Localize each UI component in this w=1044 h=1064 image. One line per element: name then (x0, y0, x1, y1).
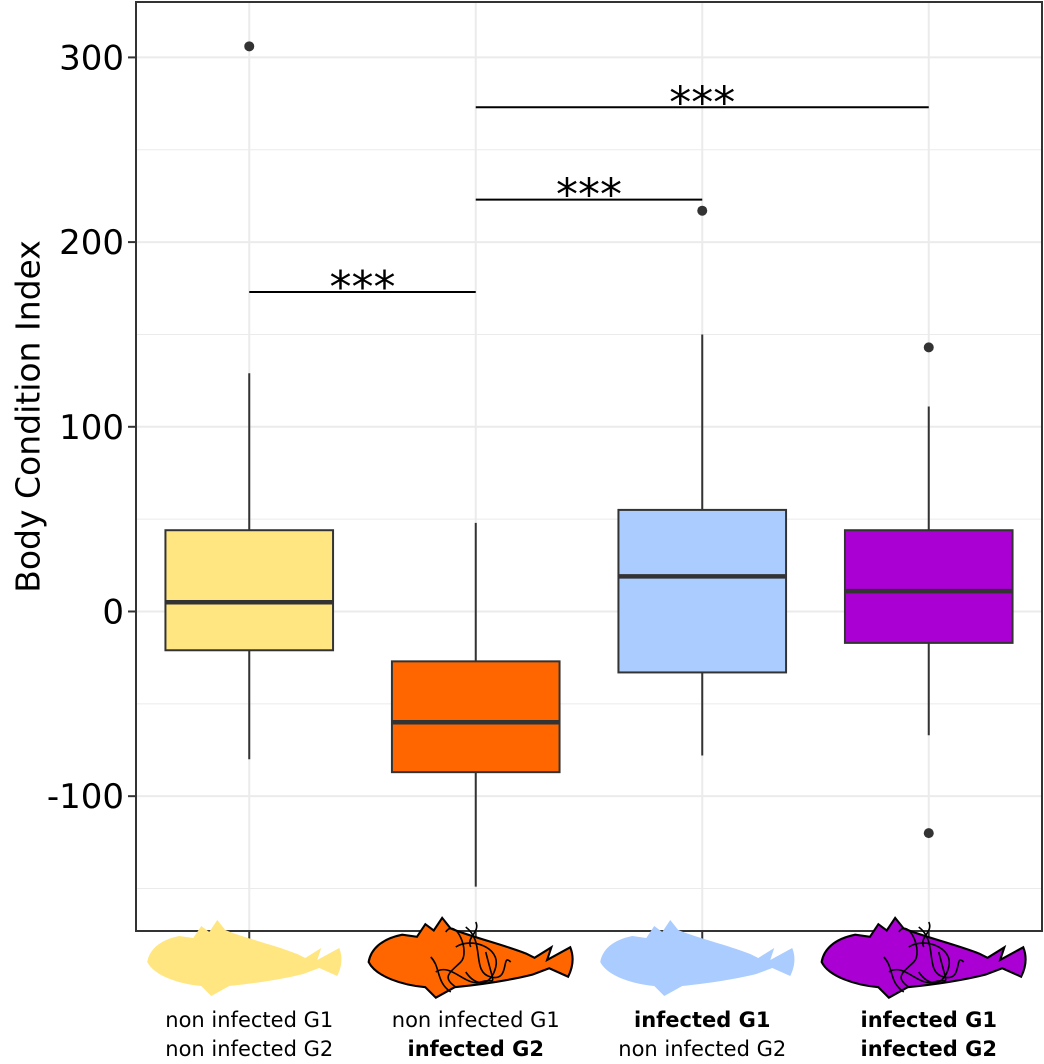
x-axis-ticks (248, 931, 930, 939)
parasite-worm-icon (908, 942, 950, 984)
x-category-label: non infected G1 infected G2 (361, 1006, 591, 1064)
y-axis: -100 0 100 200 300 (47, 38, 136, 817)
outlier-point (244, 41, 255, 52)
x-category-label-line1: non infected G1 (391, 1008, 560, 1032)
fish-body-icon (600, 920, 795, 996)
parasite-worm-icon (883, 956, 905, 993)
fish-body-icon (147, 920, 342, 996)
x-category-label-line2: infected G2 (860, 1037, 997, 1061)
y-tick-label: 100 (59, 408, 124, 448)
parasite-worm-icon (430, 956, 452, 993)
x-category-label-line2: non infected G2 (165, 1037, 334, 1061)
parasite-worm-icon (898, 927, 918, 988)
parasite-worm-icon (455, 942, 497, 984)
x-category-label-line1: infected G1 (634, 1008, 771, 1032)
x-category-label-line1: infected G1 (860, 1008, 997, 1032)
box-4 (843, 342, 1014, 839)
fish-body-icon (367, 916, 574, 1000)
boxes (164, 41, 1014, 887)
y-tick-label: 300 (59, 38, 124, 78)
outlier-point (923, 342, 934, 353)
grid-lines (136, 2, 1042, 931)
box-2 (390, 522, 561, 887)
plot-panel-border (135, 1, 1043, 932)
x-category-label-line2: non infected G2 (618, 1037, 787, 1061)
fish-3-icon (600, 920, 795, 996)
significance-label: *** (556, 170, 622, 221)
significance-label: *** (669, 77, 735, 128)
outlier-point (923, 828, 934, 839)
parasite-worm-icon (921, 921, 931, 948)
significance-label: *** (330, 262, 396, 313)
fish-body-icon (820, 916, 1027, 1000)
significance-brackets: *** *** *** (249, 77, 929, 313)
parasite-worm-icon (468, 921, 478, 948)
outlier-point (697, 205, 708, 216)
box-iqr (390, 660, 561, 774)
x-category-label-line1: non infected G1 (165, 1008, 334, 1032)
y-tick-label: 0 (102, 592, 124, 632)
fish-2-icon (367, 916, 574, 1000)
x-category-label: non infected G1 non infected G2 (134, 1006, 364, 1064)
fish-4-icon (820, 916, 1027, 1000)
y-tick-label: -100 (47, 777, 124, 817)
x-category-label: infected G1 non infected G2 (587, 1006, 817, 1064)
box-1 (164, 41, 335, 760)
y-axis-title: Body Condition Index (9, 240, 48, 593)
box-3 (617, 205, 788, 756)
box-iqr (617, 508, 788, 674)
x-category-label: infected G1 infected G2 (814, 1006, 1044, 1064)
fish-1-icon (147, 920, 342, 996)
fish-illustrations (147, 916, 1027, 1000)
x-category-label-line2: infected G2 (407, 1037, 544, 1061)
box-iqr (843, 529, 1014, 644)
box-iqr (164, 529, 335, 652)
parasite-worm-icon (445, 927, 465, 988)
y-tick-label: 200 (59, 223, 124, 263)
